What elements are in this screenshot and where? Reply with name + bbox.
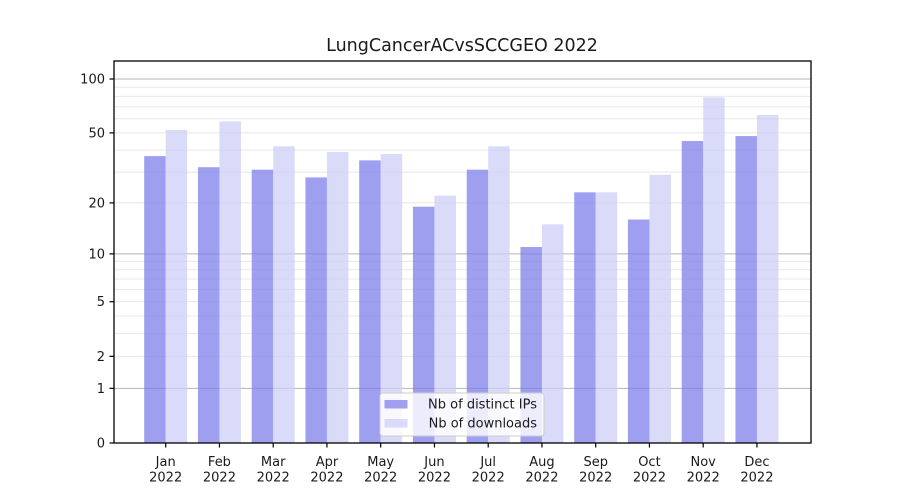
bar-distinct-ips-Sep: [574, 192, 596, 443]
bar-distinct-ips-Mar: [251, 169, 274, 443]
x-tick-label-month: Mar: [261, 455, 286, 470]
bar-downloads-Feb: [219, 121, 241, 443]
bar-distinct-ips-Oct: [627, 219, 650, 443]
x-tick-label-year: 2022: [687, 471, 720, 486]
x-axis-labels: Jan2022Feb2022Mar2022Apr2022May2022Jun20…: [149, 455, 773, 486]
bar-downloads-Dec: [756, 114, 779, 444]
bar-distinct-ips-Dec: [735, 136, 757, 443]
y-tick-label: 2: [97, 350, 105, 365]
legend-box: [379, 392, 545, 437]
bar-downloads-May: [380, 154, 403, 443]
x-tick-label-year: 2022: [257, 471, 290, 486]
x-tick-label-year: 2022: [418, 471, 451, 486]
axis-ticks: [109, 78, 758, 448]
x-tick-label-year: 2022: [203, 471, 236, 486]
bar-distinct-ips-Feb: [197, 167, 220, 443]
y-tick-label: 50: [88, 126, 105, 141]
bar-distinct-ips-Nov: [681, 141, 704, 444]
legend-label-distinct-ips: Nb of distinct IPs: [428, 398, 537, 413]
x-tick-label-year: 2022: [149, 471, 182, 486]
bar-downloads-Sep: [595, 192, 618, 443]
bar-downloads-Aug: [541, 224, 564, 443]
x-tick-label-month: Jul: [479, 455, 496, 470]
bar-downloads-Nov: [703, 97, 725, 443]
chart-title: LungCancerACvsSCCGEO 2022: [326, 36, 598, 56]
bar-downloads-Jul: [488, 146, 510, 443]
legend-swatch-downloads-icon: [384, 419, 408, 428]
x-tick-label-month: Aug: [529, 455, 554, 470]
bar-downloads-Jun: [434, 195, 456, 443]
bar-distinct-ips-Apr: [305, 177, 327, 443]
bar-downloads-Mar: [273, 146, 295, 443]
bar-downloads-Oct: [649, 174, 671, 444]
y-tick-label: 20: [88, 196, 105, 211]
x-tick-label-month: Apr: [316, 455, 339, 470]
x-tick-label-year: 2022: [633, 471, 666, 486]
x-tick-label-month: Sep: [583, 455, 608, 470]
y-tick-label: 100: [80, 73, 105, 88]
bar-distinct-ips-Jun: [412, 206, 435, 443]
x-tick-label-year: 2022: [740, 471, 773, 486]
x-tick-label-year: 2022: [525, 471, 558, 486]
legend: Nb of distinct IPs Nb of downloads: [379, 392, 545, 437]
x-tick-label-year: 2022: [579, 471, 612, 486]
y-tick-label: 5: [97, 295, 105, 310]
x-tick-label-month: Jan: [155, 455, 176, 470]
bar-distinct-ips-May: [359, 160, 381, 443]
x-tick-label-month: Jun: [423, 455, 444, 470]
x-tick-label-year: 2022: [472, 471, 505, 486]
y-tick-label: 1: [97, 382, 105, 397]
legend-swatch-distinct-ips-icon: [384, 400, 408, 409]
bars: [144, 97, 779, 444]
bar-distinct-ips-Jul: [466, 169, 489, 443]
x-tick-label-month: Oct: [638, 455, 660, 470]
bar-distinct-ips-Jan: [144, 156, 166, 443]
bar-downloads-Apr: [326, 152, 349, 444]
x-tick-label-month: Dec: [744, 455, 769, 470]
x-tick-label-month: Feb: [208, 455, 231, 470]
legend-label-downloads: Nb of downloads: [429, 417, 538, 432]
y-axis-labels: 0 1 2 5 10 20 50 100: [80, 73, 105, 452]
plot-border: [113, 60, 812, 444]
bar-downloads-Jan: [165, 129, 188, 443]
y-tick-label: 0: [97, 437, 105, 452]
x-tick-label-year: 2022: [364, 471, 397, 486]
x-tick-label-year: 2022: [310, 471, 343, 486]
x-tick-label-month: May: [367, 455, 394, 470]
y-tick-label: 10: [88, 247, 105, 262]
x-tick-label-month: Nov: [691, 455, 717, 470]
